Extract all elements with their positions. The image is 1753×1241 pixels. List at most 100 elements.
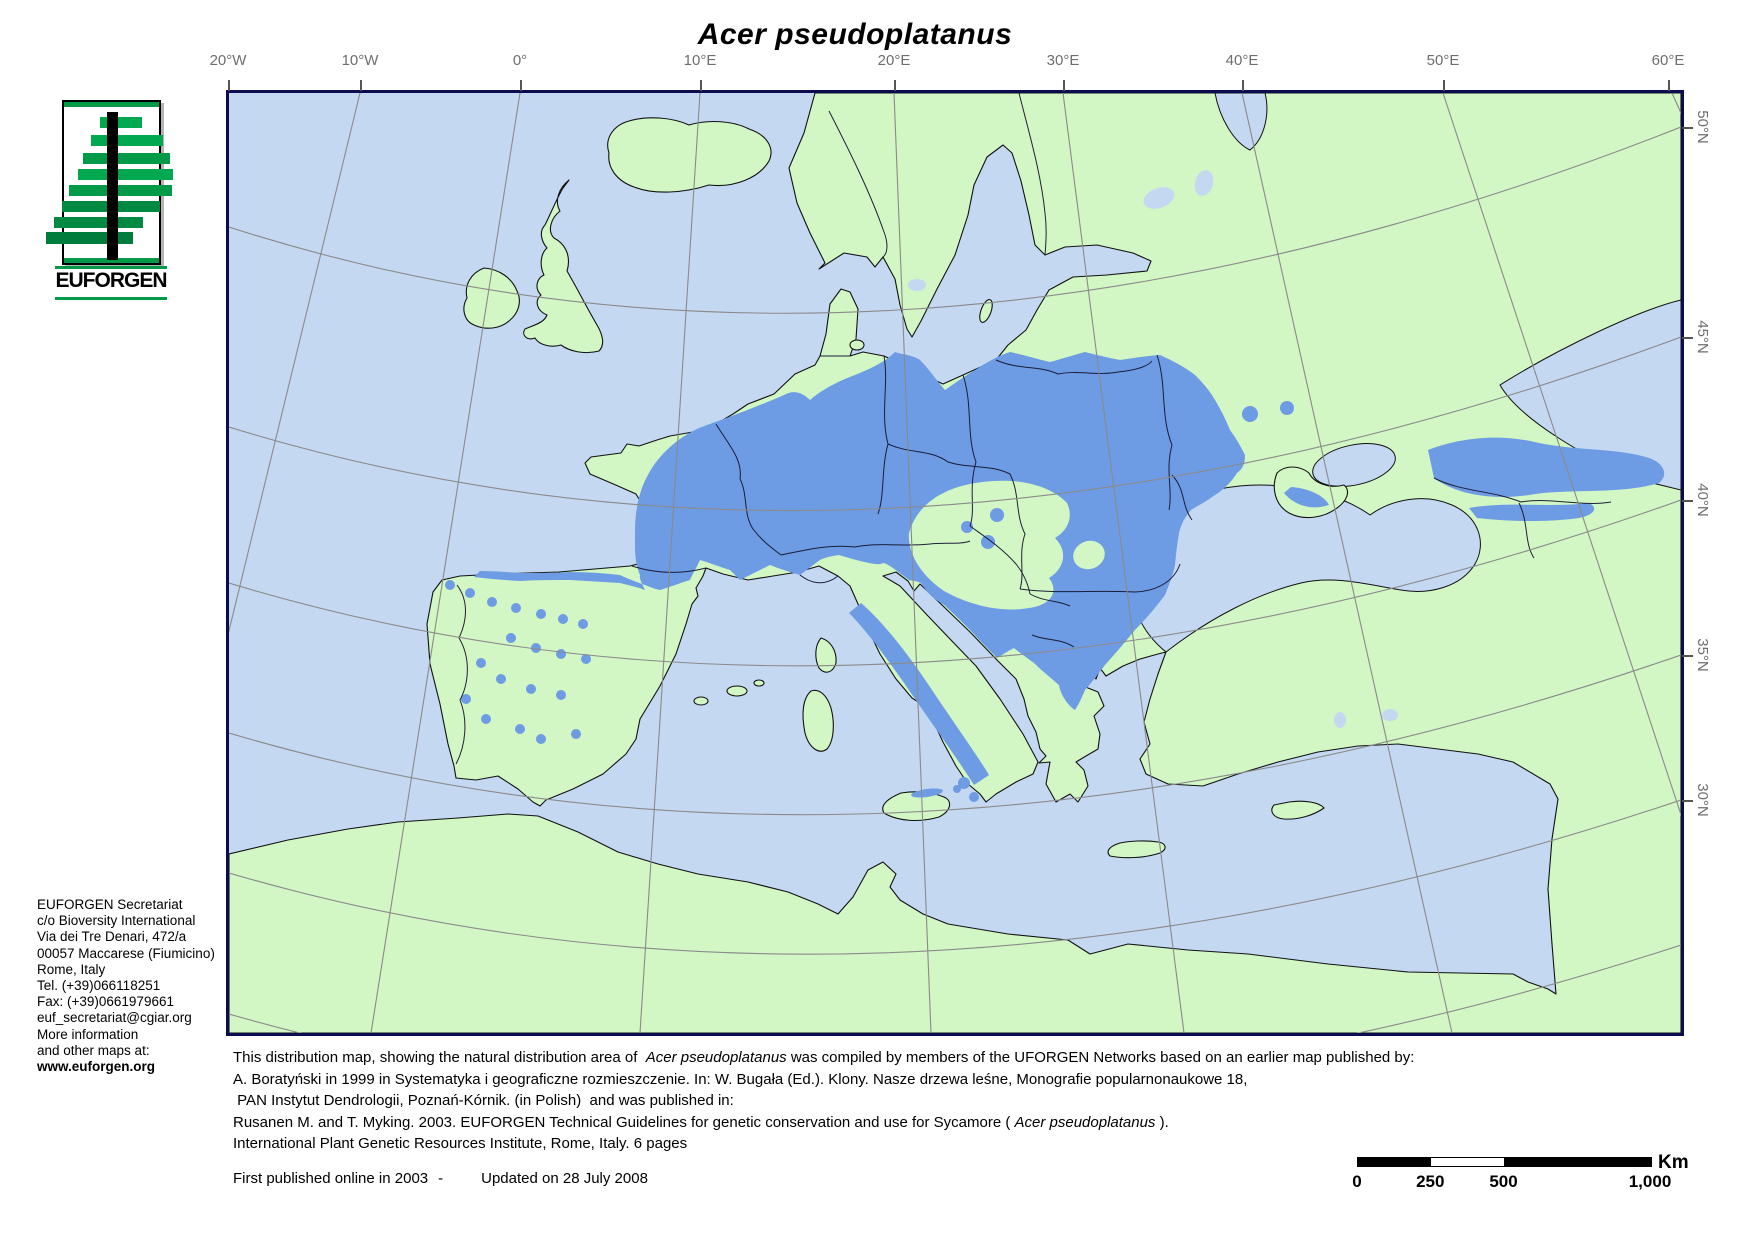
longitude-tick <box>360 80 362 91</box>
latitude-label: 40°N <box>1694 483 1711 517</box>
sardinia <box>802 689 834 752</box>
distribution-dots-east <box>1150 401 1294 449</box>
ireland <box>463 267 520 329</box>
lake-vanern <box>908 279 926 291</box>
first-published-text: First published online in 2003 <box>233 1170 429 1187</box>
longitude-tick <box>228 80 230 91</box>
longitude-tick <box>1242 80 1244 91</box>
longitude-tick <box>1668 80 1670 91</box>
longitude-tick <box>520 80 522 91</box>
latitude-tick <box>1682 337 1693 339</box>
longitude-label: 60°E <box>1651 52 1685 69</box>
secretariat-line: More information <box>37 1026 139 1042</box>
secretariat-block: EUFORGEN Secretariat c/o Bioversity Inter… <box>37 897 215 1075</box>
iceland <box>607 117 772 193</box>
longitude-label: 30°E <box>1046 52 1080 69</box>
map-canvas <box>229 93 1681 1033</box>
logo-top-rule <box>64 102 159 107</box>
distribution-crimea <box>1284 487 1329 508</box>
longitude-label: 0° <box>512 52 528 69</box>
caption-line: PAN Instytut Dendrologii, Poznań-Kórnik.… <box>233 1092 734 1109</box>
distribution-sicily <box>911 788 943 798</box>
scale-bar-label: 1,000 <box>1628 1172 1672 1191</box>
corsica <box>815 637 837 673</box>
distribution-caucasus <box>1428 437 1665 498</box>
scale-bar-label: 0 <box>1352 1172 1362 1191</box>
ibiza <box>693 696 709 706</box>
longitude-label: 50°E <box>1426 52 1460 69</box>
latitude-tick <box>1682 127 1693 129</box>
wallachia-gap <box>1073 540 1105 570</box>
secretariat-line: and other maps at: <box>37 1042 150 1058</box>
mallorca <box>726 685 748 697</box>
scale-bar-label: 250 <box>1416 1172 1445 1191</box>
caption-line: A. Boratyński in 1999 in Systematyka i g… <box>233 1070 1248 1088</box>
latitude-label: 35°N <box>1694 638 1711 672</box>
cyprus <box>1271 800 1325 820</box>
crete <box>1107 840 1166 859</box>
secretariat-line: Tel. (+39)066118251 <box>37 978 161 994</box>
logo-text-rule-bottom <box>55 297 167 300</box>
scale-bar-white-segment <box>1431 1158 1504 1166</box>
distribution-caucasus-south <box>1469 503 1595 522</box>
distribution-dots-calabria <box>953 777 979 802</box>
scale-bar-label: 500 <box>1489 1172 1518 1191</box>
caption-line: Rusanen M. and T. Myking. 2003. EUFORGEN… <box>233 1113 1169 1131</box>
updated-text: Updated on 28 July 2008 <box>481 1170 648 1187</box>
longitude-label: 10°W <box>341 52 379 69</box>
latitude-label: 50°N <box>1694 110 1711 144</box>
scale-bar-rule <box>1357 1157 1652 1167</box>
secretariat-line: EUFORGEN Secretariat <box>37 897 183 912</box>
lake-van <box>1382 709 1398 721</box>
distribution-apennines <box>849 603 989 785</box>
distribution-layer <box>445 352 1665 802</box>
logo-text-rule-top <box>55 266 167 269</box>
website-link[interactable]: www.euforgen.org <box>37 1059 155 1075</box>
distribution-dots-iberia <box>445 580 591 744</box>
logo-text: EUFORGEN <box>55 269 167 292</box>
latitude-tick <box>1682 800 1693 802</box>
lake-onega <box>1194 170 1214 196</box>
scale-bar-unit: Km <box>1658 1152 1689 1173</box>
caption-line: This distribution map, showing the natur… <box>233 1049 1415 1066</box>
map-title: Acer pseudoplatanus <box>697 18 1013 51</box>
longitude-label: 10°E <box>683 52 717 69</box>
zealand <box>849 339 865 351</box>
caption-block: This distribution map, showing the natur… <box>233 1047 1414 1155</box>
longitude-label: 40°E <box>1225 52 1259 69</box>
great-britain <box>523 179 604 354</box>
secretariat-line: euf_secretariat@cgiar.org <box>37 1010 192 1026</box>
latitude-tick <box>1682 500 1693 502</box>
lake-tuz <box>1334 712 1346 728</box>
logo-bottom-rule <box>64 258 159 263</box>
longitude-tick <box>894 80 896 91</box>
latitude-tick <box>1682 655 1693 657</box>
graticule <box>229 93 1681 1033</box>
longitude-tick <box>1063 80 1065 91</box>
caption-line: International Plant Genetic Resources In… <box>233 1135 688 1152</box>
europe-distribution-map <box>229 93 1681 1033</box>
gotland <box>979 299 993 323</box>
country-borders <box>455 93 1612 765</box>
sea-of-azov <box>1312 443 1396 487</box>
secretariat-line: c/o Bioversity International <box>37 913 196 929</box>
menorca <box>753 679 765 687</box>
dash: - <box>438 1170 444 1187</box>
longitude-label: 20°E <box>877 52 911 69</box>
lake-ladoga <box>1143 187 1175 209</box>
secretariat-line: Via dei Tre Denari, 472/a <box>37 929 187 945</box>
logo-trunk <box>107 112 118 260</box>
longitude-label: 20°W <box>209 52 247 69</box>
publication-dates: First published online in 2003- Updated o… <box>233 1170 658 1187</box>
distribution-dots-pannonia <box>961 508 1004 549</box>
scale-bar: Km 0 250 500 1,000 <box>1352 1152 1689 1212</box>
distribution-main-area <box>474 352 1245 710</box>
latitude-label: 30°N <box>1694 783 1711 817</box>
white-sea <box>1214 93 1268 151</box>
longitude-tick <box>700 80 702 91</box>
latitude-label: 45°N <box>1694 320 1711 354</box>
secretariat-line: 00057 Maccarese (Fiumicino) <box>37 945 215 961</box>
secretariat-line: Fax: (+39)0661979661 <box>37 994 174 1010</box>
longitude-tick <box>1443 80 1445 91</box>
